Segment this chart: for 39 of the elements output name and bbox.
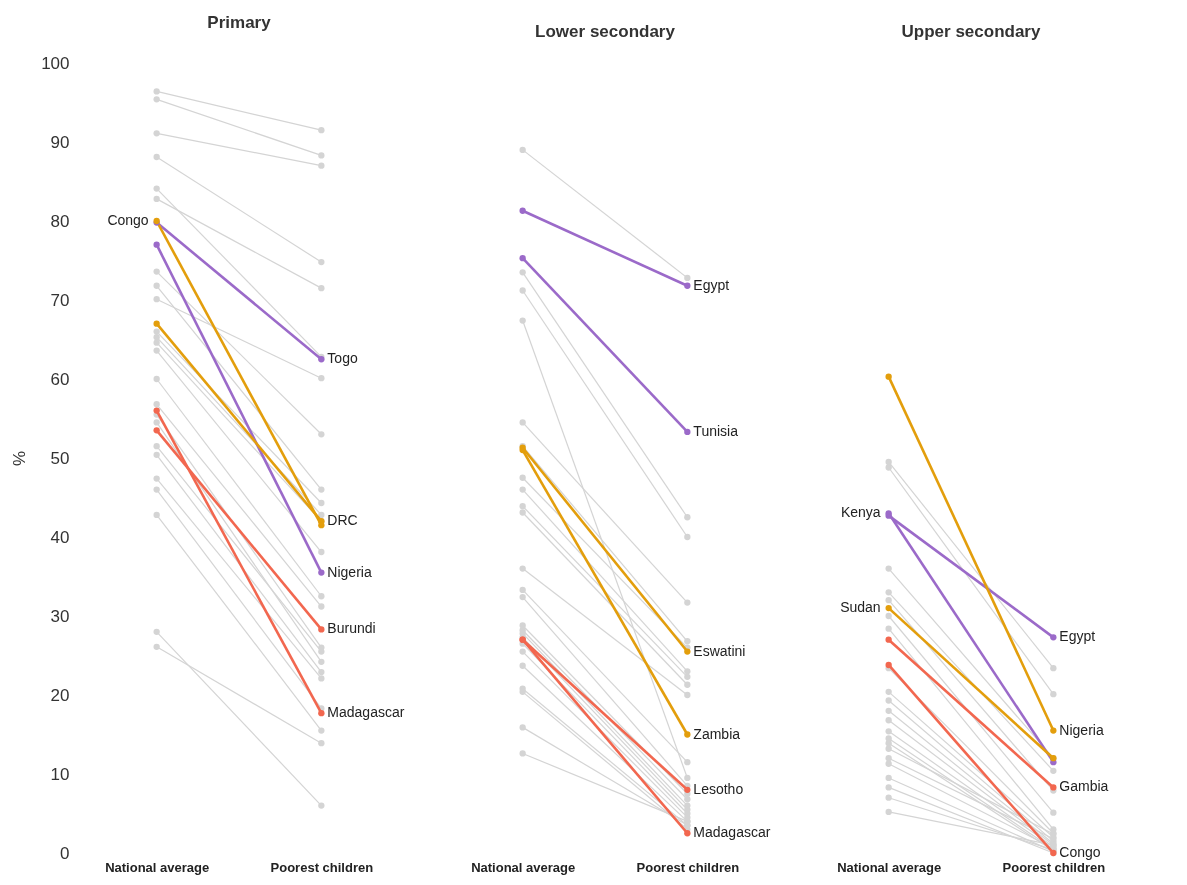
series-label: Madagascar [693, 824, 771, 841]
series-label: Kenya [840, 504, 881, 521]
y-tick-label: 60 [50, 369, 70, 389]
series-label: Burundi [327, 620, 376, 637]
x-tick-label: Poorest children [270, 859, 374, 875]
y-tick-label: 30 [50, 606, 70, 626]
series-label: Congo [107, 212, 149, 228]
series-label: Lesotho [693, 780, 744, 797]
y-tick-label: 50 [50, 448, 70, 468]
series-label: Gambia [1059, 778, 1109, 795]
x-tick-label: Poorest children [1002, 859, 1106, 875]
series-label: Tunisia [693, 422, 739, 439]
series-label: DRC [327, 512, 358, 529]
series-label: Sudan [840, 599, 881, 616]
series-label: Nigeria [1059, 721, 1104, 738]
x-tick-label: National average [105, 859, 210, 875]
y-tick-label: 10 [50, 764, 70, 784]
series-label: Egypt [693, 276, 730, 293]
y-tick-label: 20 [50, 685, 70, 705]
series-label: Togo [327, 350, 358, 367]
series-label: Zambia [693, 725, 741, 742]
chart-title: Lower secondary [535, 22, 676, 41]
x-tick-label: Poorest children [636, 859, 740, 875]
series-label: Nigeria [327, 563, 372, 580]
x-tick-label: National average [471, 859, 576, 875]
y-tick-label: 0 [60, 843, 70, 863]
series-label: Madagascar [327, 704, 405, 721]
y-tick-label: 80 [50, 211, 70, 231]
y-tick-label: 90 [50, 132, 70, 152]
y-tick-label: 70 [50, 290, 70, 310]
series-label: Congo [1059, 844, 1101, 860]
series-label: Egypt [1059, 628, 1096, 645]
y-tick-label: 100 [41, 53, 70, 73]
chart-title: Upper secondary [901, 22, 1041, 41]
x-tick-label: National average [837, 859, 942, 875]
chart-title: Primary [207, 13, 272, 32]
y-tick-label: 40 [50, 527, 70, 547]
series-label: Eswatini [693, 642, 746, 659]
y-axis-title: % [10, 450, 30, 467]
